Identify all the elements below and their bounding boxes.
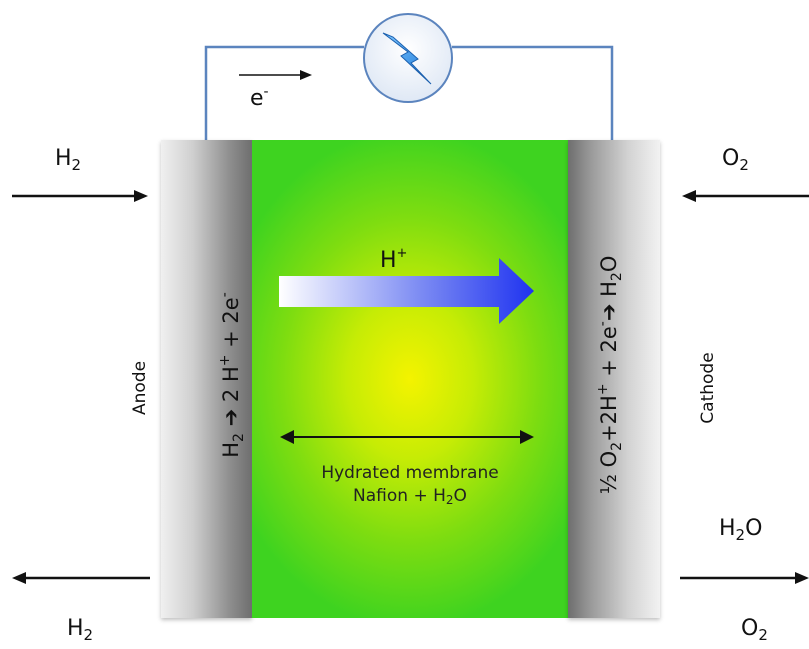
proton-flow-arrow <box>279 258 534 324</box>
h2-outlet-arrow <box>12 572 150 584</box>
water-outlet-arrow <box>680 572 809 584</box>
lightning-bolt-icon <box>382 32 432 85</box>
anode-electrode <box>161 140 252 618</box>
load-icon <box>363 13 453 103</box>
electron-flow-arrow <box>239 70 312 80</box>
water-outlet-label: H2O <box>719 516 763 544</box>
external-wire <box>204 45 614 140</box>
cathode-electrode <box>568 140 660 618</box>
membrane-caption: Hydrated membrane Nafion + H2O <box>252 462 568 512</box>
electron-label: e- <box>250 84 269 111</box>
o2-inlet-arrow <box>682 190 809 202</box>
o2-inlet-label: O2 <box>722 146 749 174</box>
o2-outlet-label: O2 <box>741 616 768 644</box>
h2-outlet-label: H2 <box>67 616 94 644</box>
proton-exchange-membrane <box>252 140 568 618</box>
membrane-caption-line1: Hydrated membrane <box>321 463 499 483</box>
h2-inlet-arrow <box>12 190 148 202</box>
membrane-width-arrow <box>280 430 534 444</box>
proton-label: H+ <box>380 246 408 273</box>
h2-inlet-label: H2 <box>55 146 82 174</box>
membrane-caption-line2: Nafion + H2O <box>353 486 467 507</box>
